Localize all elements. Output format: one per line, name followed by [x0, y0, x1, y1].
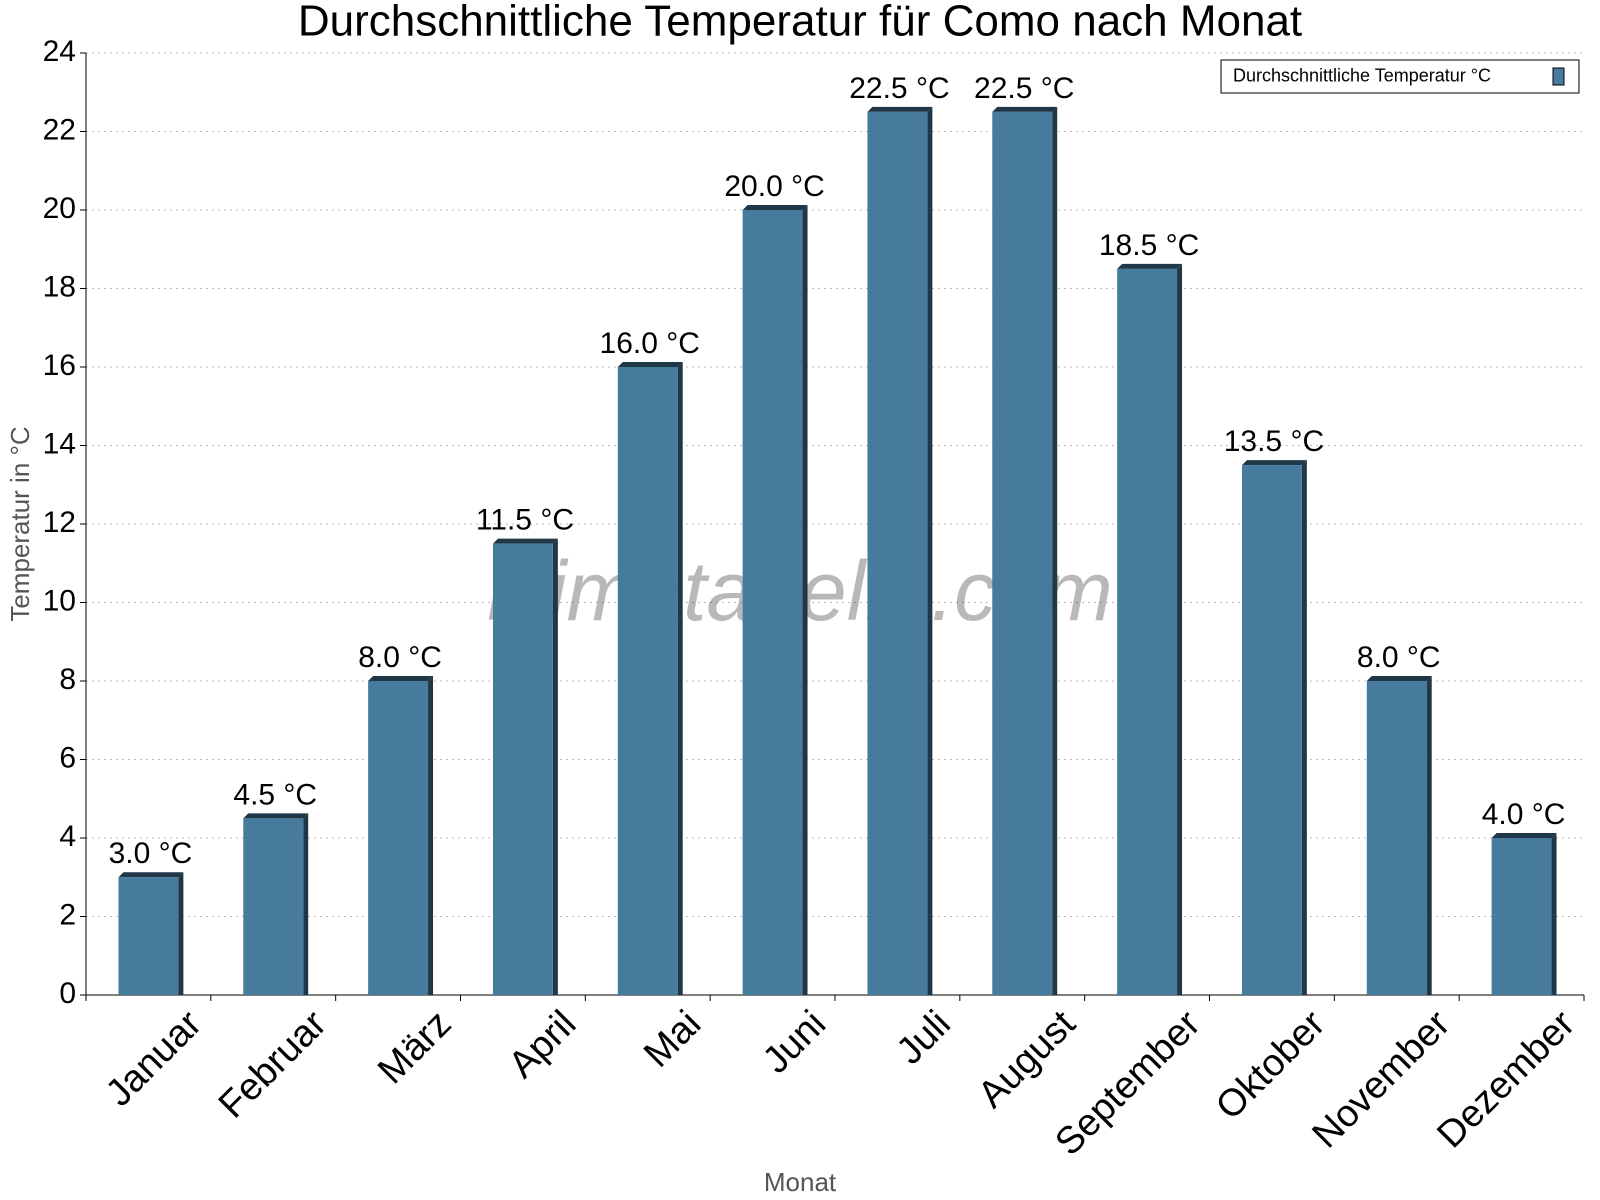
bar-top [492, 538, 558, 544]
bar-group [118, 872, 184, 995]
data-label: 20.0 °C [724, 170, 824, 203]
bar-side [802, 205, 808, 995]
y-tick-label: 18 [43, 270, 76, 303]
bar-group [867, 106, 933, 995]
y-tick-label: 20 [43, 192, 76, 225]
bar [1366, 681, 1427, 995]
bar [1491, 838, 1552, 995]
bar-side [1177, 263, 1183, 995]
bar-group [1491, 833, 1557, 995]
x-tick-label: Juli [889, 1003, 959, 1073]
bar-side [1551, 833, 1557, 995]
bar-group [1117, 263, 1183, 995]
data-label: 8.0 °C [358, 641, 442, 674]
data-label: 3.0 °C [109, 837, 193, 870]
data-label: 22.5 °C [849, 72, 949, 105]
bar-group [492, 538, 558, 995]
bar [368, 681, 429, 995]
bar [118, 877, 179, 995]
bar-group [617, 362, 683, 995]
bar [617, 367, 678, 995]
data-label: 8.0 °C [1357, 641, 1441, 674]
bar-top [1117, 263, 1183, 269]
bar [492, 543, 553, 995]
bar-top [368, 676, 434, 681]
data-label: 4.0 °C [1482, 798, 1566, 831]
bar-top [118, 872, 184, 878]
x-tick-label: Juni [755, 1003, 834, 1082]
data-label: 18.5 °C [1099, 229, 1199, 262]
x-tick-label: Februar [211, 1003, 335, 1127]
x-tick-label: Oktober [1208, 1003, 1334, 1129]
x-tick-label: Dezember [1429, 1003, 1583, 1157]
x-tick-label: März [370, 1003, 459, 1092]
bar-side [1052, 106, 1058, 995]
y-tick-label: 0 [59, 977, 76, 1010]
bar [1241, 465, 1302, 995]
bar-top [617, 362, 683, 367]
x-tick-label: Mai [636, 1003, 709, 1076]
data-label: 16.0 °C [600, 327, 700, 360]
bar-side [428, 676, 434, 995]
y-axis-label: Temperatur in °C [5, 426, 35, 621]
data-label: 13.5 °C [1224, 425, 1324, 458]
x-axis-label: Monat [764, 1167, 837, 1197]
bar [1117, 268, 1178, 995]
y-tick-label: 4 [59, 820, 76, 853]
bar [992, 111, 1053, 995]
x-tick-label: April [501, 1003, 584, 1086]
bar-group [742, 205, 808, 995]
y-tick-label: 2 [59, 898, 76, 931]
y-tick-label: 14 [43, 427, 76, 460]
bar-side [1301, 460, 1307, 995]
bar [867, 111, 928, 995]
bar-side [552, 538, 558, 995]
bar-top [243, 813, 309, 819]
bar-top [992, 106, 1058, 112]
bar-side [1426, 676, 1432, 995]
data-label: 11.5 °C [476, 504, 574, 537]
bar-top [1491, 833, 1557, 838]
legend-label: Durchschnittliche Temperatur °C [1233, 65, 1491, 85]
bar-side [677, 362, 683, 995]
y-tick-label: 8 [59, 663, 76, 696]
bar-side [303, 813, 309, 995]
legend-swatch [1552, 67, 1565, 86]
bar [243, 818, 304, 995]
bar-top [1241, 460, 1307, 466]
chart-title: Durchschnittliche Temperatur für Como na… [298, 0, 1302, 46]
data-label: 22.5 °C [974, 72, 1074, 105]
legend-box [1220, 59, 1580, 94]
y-tick-label: 12 [43, 506, 76, 539]
bar-group [992, 106, 1058, 995]
bar-group [1366, 676, 1432, 995]
bar-side [927, 106, 933, 995]
y-tick-label: 10 [43, 584, 76, 617]
bar-top [1366, 676, 1432, 681]
y-tick-label: 6 [59, 741, 76, 774]
bar-top [742, 205, 808, 210]
bar-group [368, 676, 434, 995]
bar-group [243, 813, 309, 995]
y-tick-label: 22 [43, 113, 76, 146]
y-tick-label: 16 [43, 349, 76, 382]
data-label: 4.5 °C [233, 778, 317, 811]
bar-side [178, 872, 184, 995]
x-tick-label: Januar [98, 1003, 210, 1115]
bar [742, 210, 803, 995]
bar-group [1241, 460, 1307, 995]
bar-top [867, 106, 933, 112]
x-tick-label: August [970, 1002, 1084, 1116]
y-tick-label: 24 [43, 35, 76, 68]
